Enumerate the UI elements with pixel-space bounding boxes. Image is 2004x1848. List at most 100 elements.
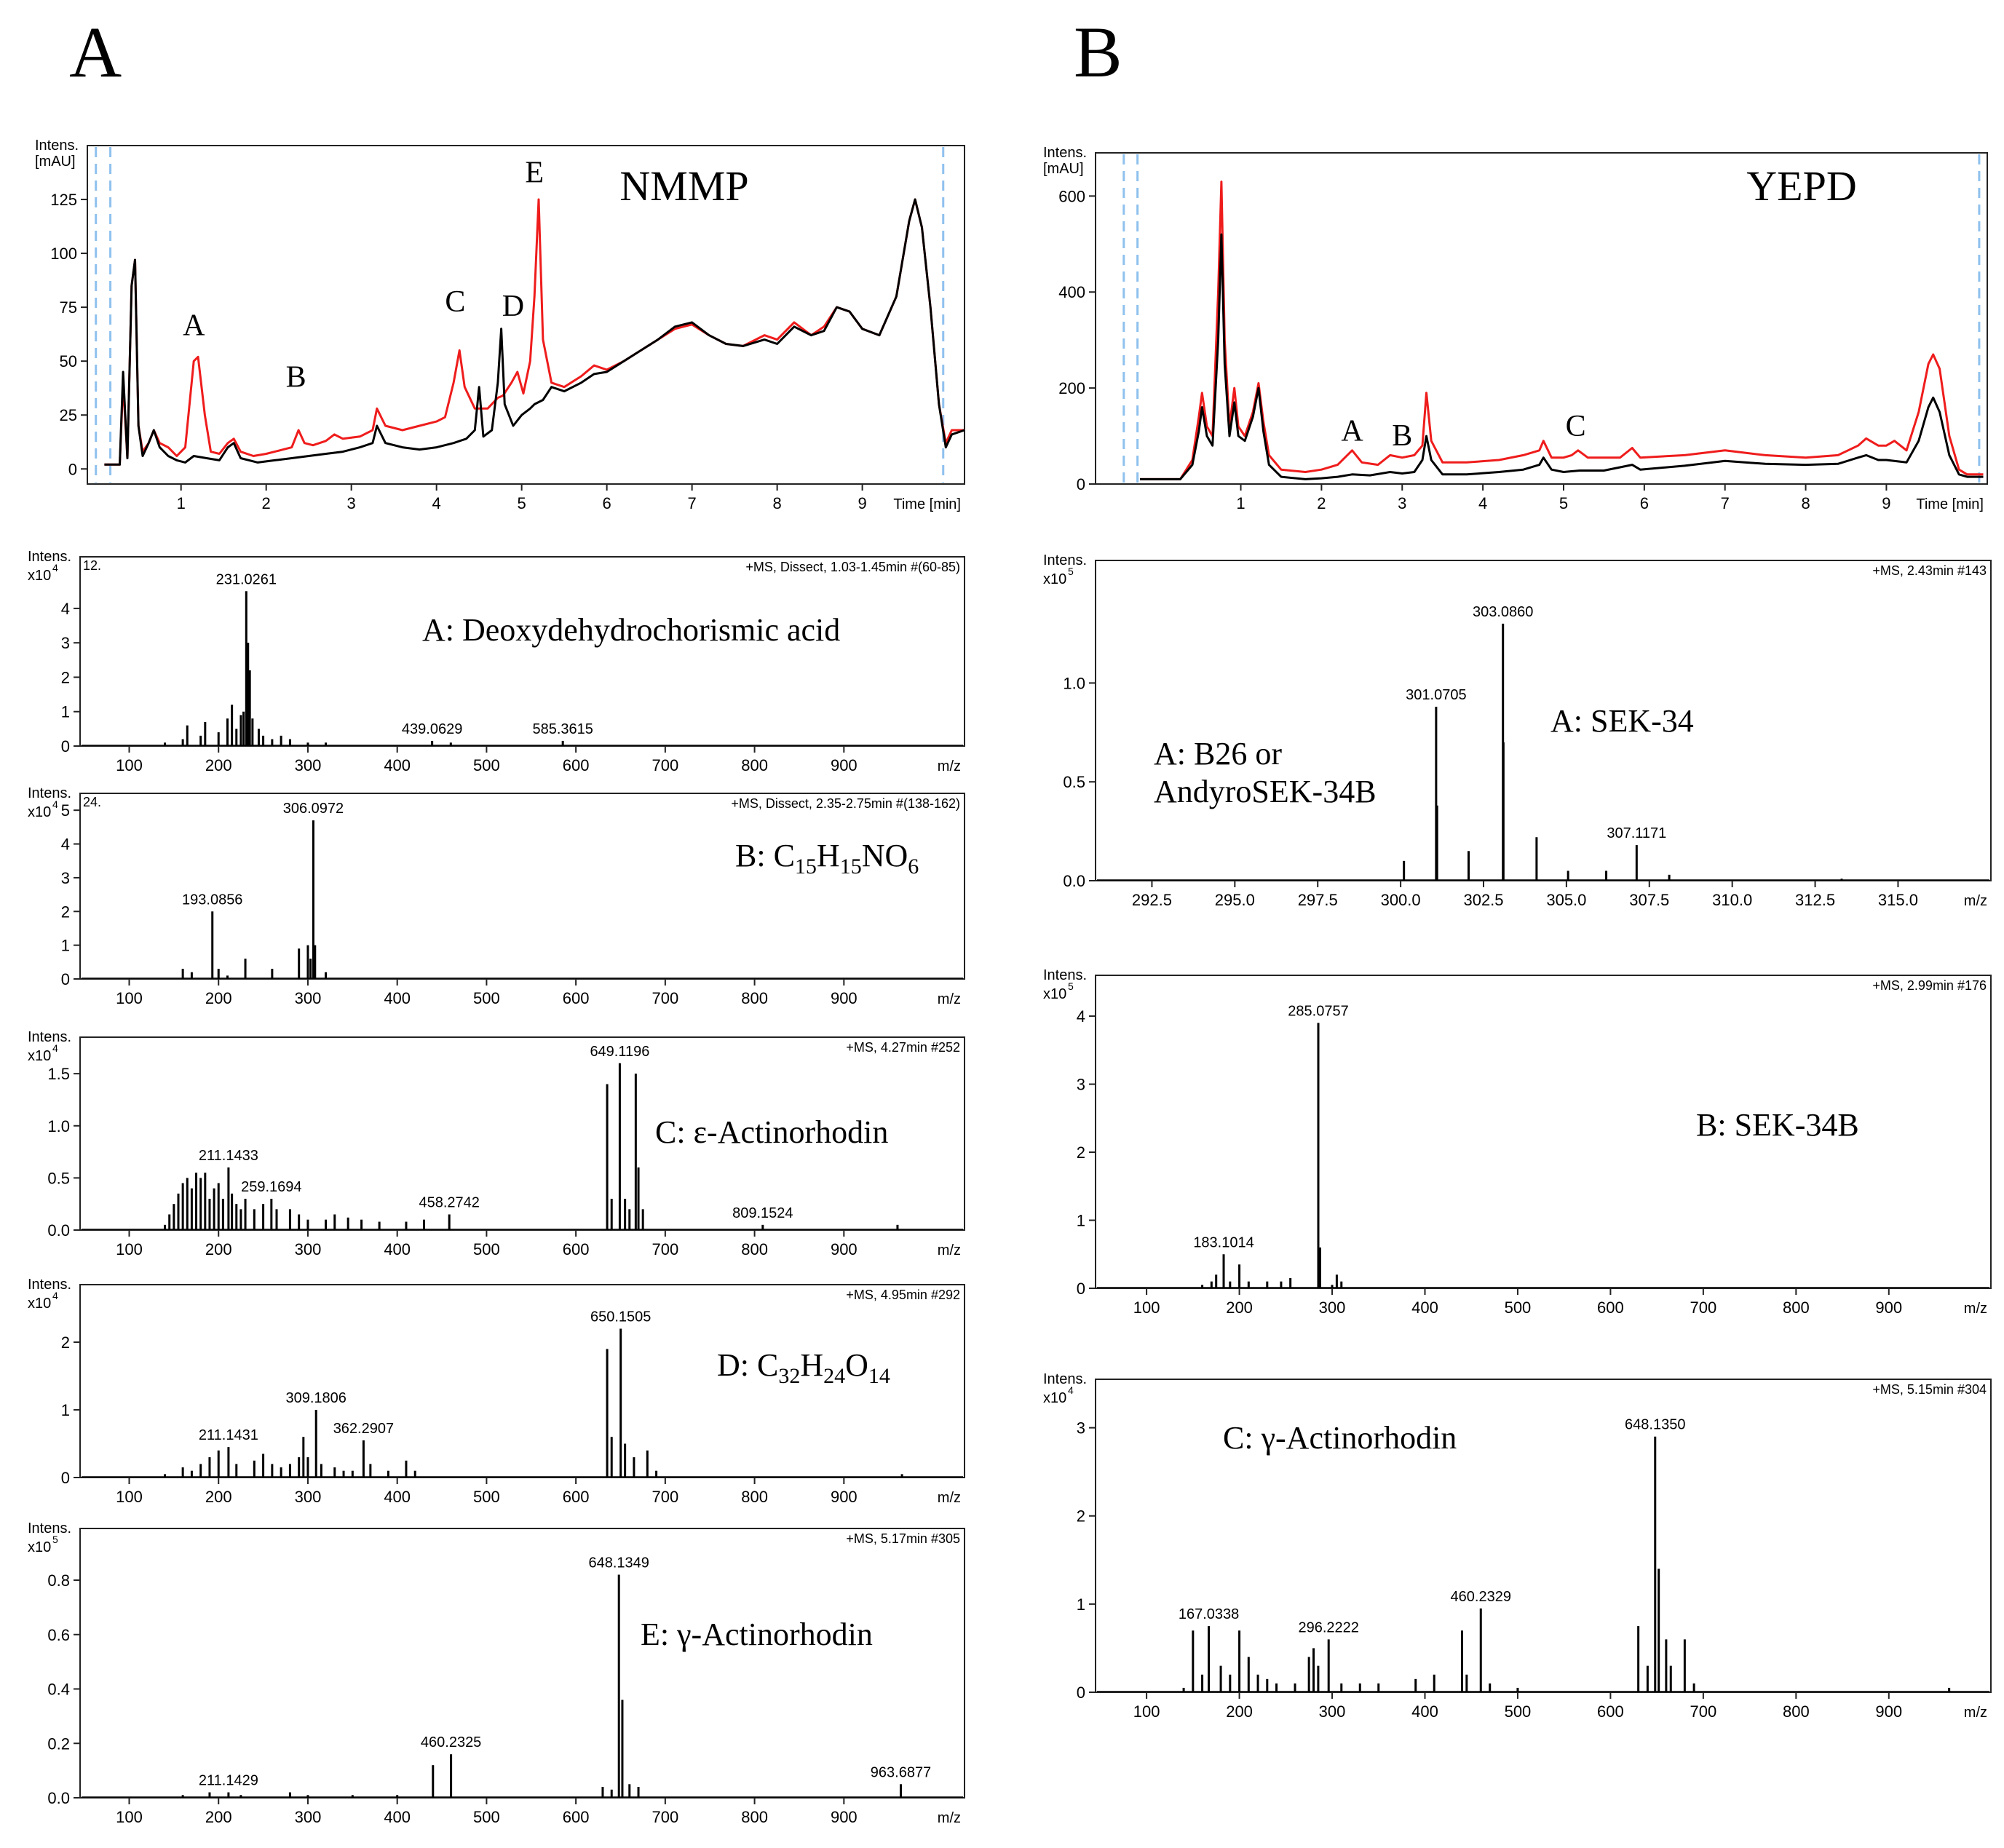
y-axis-label: Intens. xyxy=(1043,552,1087,568)
y-axis-label: Intens. xyxy=(35,138,79,154)
x-tick-label: 200 xyxy=(205,1488,232,1506)
formula-subscript: 15 xyxy=(840,854,862,879)
y-tick-label: 0 xyxy=(61,737,70,756)
spectrum-header: +MS, Dissect, 2.35-2.75min #(138-162) xyxy=(731,796,960,811)
x-tick-label: 600 xyxy=(1597,1298,1624,1317)
compound-annotation: C: γ-Actinorhodin xyxy=(1223,1420,1457,1456)
x-tick-label: 1 xyxy=(177,494,186,512)
chart-msA: 100 200 300 400 500 600 700 800 90001234Intens.x… xyxy=(28,549,965,774)
y-axis-unit: [mAU] xyxy=(1043,161,1084,177)
y-scale-label: x10 xyxy=(1043,571,1066,587)
compound-annotation-alt: A: B26 or xyxy=(1154,736,1282,772)
x-tick-label: 600 xyxy=(563,1808,590,1826)
spectrum-header: +MS, 5.17min #305 xyxy=(846,1531,960,1546)
y-tick-label: 1 xyxy=(61,703,70,721)
x-tick-label: 8 xyxy=(772,494,781,512)
x-tick-label: 800 xyxy=(741,756,768,774)
chart-msD: 100 200 300 400 500 600 700 800 900 0 1 2 Intens. x10… xyxy=(28,1277,965,1506)
compound-annotation: A: Deoxydehydrochorismic acid xyxy=(422,612,840,648)
spectrum-header: +MS, 4.95min #292 xyxy=(846,1288,960,1302)
y-axis-label: Intens. xyxy=(1043,967,1087,983)
x-tick-label: 900 xyxy=(1875,1298,1902,1317)
x-tick-label: 400 xyxy=(384,1488,411,1506)
y-scale-label: x10 xyxy=(28,1296,51,1312)
x-tick-label: 400 xyxy=(384,1240,411,1258)
x-tick-label: 100 xyxy=(116,989,143,1007)
x-tick-label: 800 xyxy=(1783,1298,1810,1317)
series-line-red xyxy=(104,198,965,466)
y-tick-label: 0 xyxy=(1077,1684,1085,1702)
y-tick-label: 1 xyxy=(1077,1595,1085,1614)
y-axis-label: Intens. xyxy=(1043,1371,1087,1387)
x-tick-label: 292.5 xyxy=(1132,891,1172,909)
spectrum-header: +MS, 2.99min #176 xyxy=(1872,978,1987,993)
x-tick-label: 900 xyxy=(831,989,858,1007)
peak-mz-label: 309.1806 xyxy=(286,1390,346,1406)
x-tick-label: 700 xyxy=(652,1808,679,1826)
peak-mz-label: 259.1694 xyxy=(241,1179,301,1195)
x-tick-label: 305.0 xyxy=(1546,891,1586,909)
x-tick-label: 2 xyxy=(1317,494,1326,512)
x-tick-label: 3 xyxy=(1398,494,1406,512)
peak-mz-label: 649.1196 xyxy=(590,1044,649,1060)
y-scale-exponent: 4 xyxy=(1068,1384,1074,1396)
peak-label: A xyxy=(1341,415,1363,448)
y-tick-label: 2 xyxy=(61,903,70,921)
y-scale-exponent: 5 xyxy=(1068,566,1074,577)
x-tick-label: 9 xyxy=(1882,494,1890,512)
peak-mz-label: 439.0629 xyxy=(402,721,462,737)
x-axis-label: m/z xyxy=(938,1242,961,1258)
x-tick-label: 315.0 xyxy=(1878,891,1918,909)
peak-mz-label: 296.2222 xyxy=(1298,1619,1358,1635)
x-tick-label: 800 xyxy=(741,1240,768,1258)
x-tick-label: 500 xyxy=(1505,1298,1532,1317)
y-tick-label: 2 xyxy=(1077,1143,1085,1162)
plot-frame xyxy=(1095,975,1992,1289)
y-axis-unit: [mAU] xyxy=(35,154,76,170)
y-tick-label: 600 xyxy=(1058,187,1085,205)
x-tick-label: 1 xyxy=(1236,494,1245,512)
x-tick-label: 800 xyxy=(1783,1702,1810,1721)
formula-part: D: C xyxy=(717,1347,778,1383)
y-tick-label: 75 xyxy=(60,298,77,317)
plot-frame xyxy=(87,145,965,485)
formula-subscript: 32 xyxy=(778,1364,800,1388)
chart-title: YEPD xyxy=(1746,162,1856,210)
peak-label: A xyxy=(183,309,205,343)
chart-msB: 100 200 300 400 500 600 700 800 900012345Intens.… xyxy=(28,785,965,1007)
y-scale-label: x10 xyxy=(1043,1390,1066,1406)
panel-label-a: A xyxy=(69,12,122,92)
compound-annotation-alt: AndyroSEK-34B xyxy=(1154,774,1377,809)
y-tick-label: 0.0 xyxy=(47,1221,70,1240)
chart-msC: 100 200 300 400 500 600 700 800 900 0.0 0.5 1.0 1.5 I… xyxy=(28,1029,965,1258)
x-tick-label: 700 xyxy=(652,1488,679,1506)
x-tick-label: 300 xyxy=(295,1240,322,1258)
x-tick-label: 100 xyxy=(1133,1702,1160,1721)
compound-annotation: C: ε-Actinorhodin xyxy=(655,1114,888,1150)
chart-msE: 100 200 300 400 500 600 700 800 900 0.0 0.2 0.4 0.6 0… xyxy=(28,1520,965,1826)
plot-frame xyxy=(79,556,965,747)
formula-subscript: 6 xyxy=(908,854,919,879)
y-tick-label: 1 xyxy=(61,1401,70,1419)
y-tick-label: 2 xyxy=(61,1333,70,1352)
y-axis-label: Intens. xyxy=(28,1520,71,1536)
x-tick-label: 600 xyxy=(563,1240,590,1258)
x-tick-label: 5 xyxy=(518,494,526,512)
peak-mz-label: 809.1524 xyxy=(732,1205,793,1221)
peak-mz-label: 585.3615 xyxy=(532,721,593,737)
y-tick-label: 0.8 xyxy=(47,1571,70,1590)
y-tick-label: 50 xyxy=(60,352,77,370)
formula-element: NO xyxy=(862,838,908,873)
x-tick-label: 300 xyxy=(295,1488,322,1506)
plot-frame xyxy=(1095,1379,1992,1693)
plot-frame xyxy=(79,793,965,980)
x-tick-label: 200 xyxy=(205,1240,232,1258)
y-tick-label: 125 xyxy=(50,191,77,209)
plot-frame xyxy=(1095,152,1988,485)
x-tick-label: 100 xyxy=(116,1488,143,1506)
peak-mz-label: 211.1433 xyxy=(199,1148,258,1164)
y-tick-label: 3 xyxy=(61,634,70,652)
peak-mz-label: 650.1505 xyxy=(590,1309,651,1325)
x-tick-label: 400 xyxy=(1411,1298,1438,1317)
formula-subscript: 15 xyxy=(795,854,817,879)
